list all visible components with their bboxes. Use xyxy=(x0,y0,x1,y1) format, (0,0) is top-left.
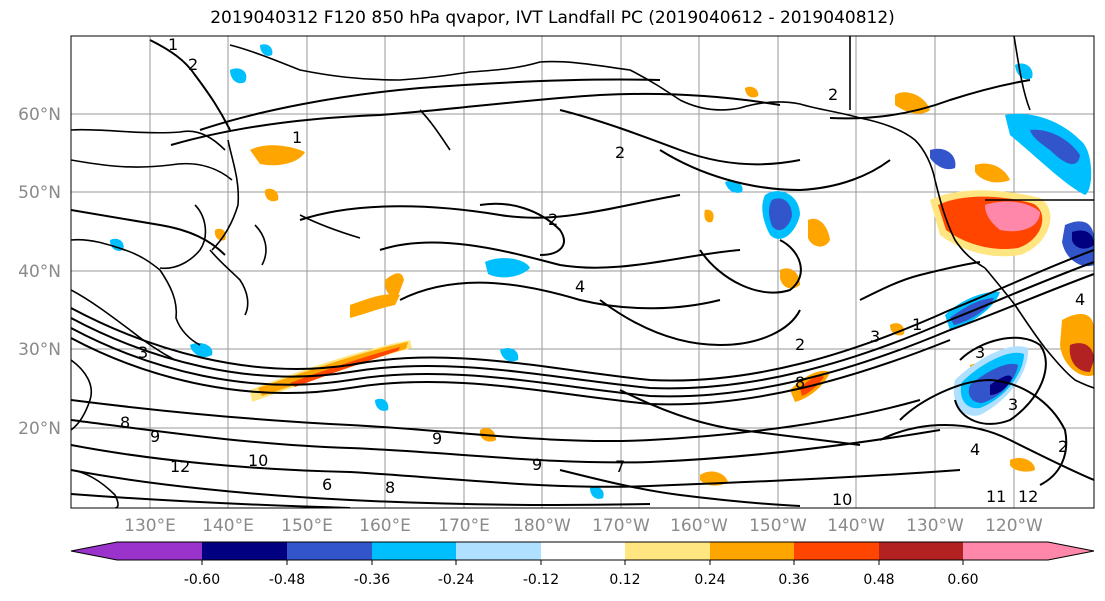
contour-label: 3 xyxy=(870,327,880,346)
gridlines xyxy=(71,36,1094,508)
contour-label: 1 xyxy=(168,35,178,54)
colorbar-segment xyxy=(963,542,1094,560)
contour-label: 12 xyxy=(1018,487,1038,506)
lon-tick-label: 170°E xyxy=(438,516,490,536)
contour-label: 8 xyxy=(120,413,130,432)
lon-tick-label: 130°W xyxy=(906,516,964,536)
contour-label: 2 xyxy=(1058,437,1068,456)
lat-tick-label: 50°N xyxy=(18,183,61,203)
colorbar-label: 0.48 xyxy=(863,572,894,588)
colorbar-label: -0.36 xyxy=(354,572,390,588)
lon-tick-label: 130°E xyxy=(124,516,176,536)
ivt-contours xyxy=(71,39,1094,508)
longitude-labels: 130°E 140°E 150°E 160°E 170°E 180°W 170°… xyxy=(124,516,1043,536)
colorbar-segment xyxy=(71,542,202,560)
colorbar-label: -0.24 xyxy=(438,572,474,588)
lon-tick-label: 180°W xyxy=(513,516,571,536)
contour-label: 7 xyxy=(615,457,625,476)
contour-label: 10 xyxy=(248,451,268,470)
contour-label: 2 xyxy=(188,55,198,74)
lat-tick-label: 20°N xyxy=(18,419,61,439)
map-panel: 1 2 2 1 2 2 3 4 2 3 3 4 8 9 10 12 8 9 7 … xyxy=(70,35,1095,509)
colorbar-segment xyxy=(625,542,710,560)
colorbar-label: 0.24 xyxy=(694,572,725,588)
colorbar-label: -0.60 xyxy=(184,572,220,588)
colorbar: -0.60 -0.48 -0.36 -0.24 -0.12 0.12 0.24 … xyxy=(70,541,1095,588)
contour-label: 9 xyxy=(532,455,542,474)
colorbar-segment xyxy=(794,542,879,560)
colorbar-label: -0.48 xyxy=(269,572,305,588)
lon-tick-label: 150°W xyxy=(749,516,807,536)
colorbar-label: 0.36 xyxy=(778,572,809,588)
contour-label: 9 xyxy=(150,427,160,446)
lon-tick-label: 160°W xyxy=(670,516,728,536)
colorbar-segment xyxy=(710,542,794,560)
colorbar-segment xyxy=(287,542,372,560)
colorbar-segment xyxy=(541,542,625,560)
contour-label: 4 xyxy=(970,440,980,459)
colorbar-outline xyxy=(70,541,1095,561)
colorbar-label: 0.12 xyxy=(609,572,640,588)
latitude-labels: 60°N 50°N 40°N 30°N 20°N xyxy=(18,105,61,439)
lat-tick-label: 40°N xyxy=(18,262,61,282)
contour-label: 2 xyxy=(828,85,838,104)
colorbar-segment xyxy=(372,542,456,560)
lon-tick-label: 120°W xyxy=(985,516,1043,536)
colorbar-segment xyxy=(202,542,287,560)
contour-label: 3 xyxy=(138,343,148,362)
lat-tick-label: 60°N xyxy=(18,105,61,125)
contour-label: 2 xyxy=(615,143,625,162)
lon-tick-label: 140°E xyxy=(202,516,254,536)
contour-label: 2 xyxy=(548,210,558,229)
contour-label: 12 xyxy=(170,457,190,476)
lon-tick-label: 140°W xyxy=(827,516,885,536)
contour-label: 8 xyxy=(795,373,805,392)
contour-label: 3 xyxy=(1008,395,1018,414)
contour-label: 4 xyxy=(1075,290,1085,309)
lon-tick-label: 150°E xyxy=(281,516,333,536)
colorbar-segment xyxy=(456,542,541,560)
colorbar-label: 0.60 xyxy=(947,572,978,588)
contour-label: 2 xyxy=(795,335,805,354)
colorbar-label: -0.12 xyxy=(523,572,559,588)
contour-label: 4 xyxy=(575,277,585,296)
contour-label: 10 xyxy=(832,490,852,509)
lat-tick-label: 30°N xyxy=(18,340,61,360)
lon-tick-label: 170°W xyxy=(592,516,650,536)
colorbar-ticks xyxy=(201,560,964,565)
contour-label: 6 xyxy=(322,475,332,494)
map-frame xyxy=(70,35,1095,509)
contour-label: 3 xyxy=(975,343,985,362)
contour-label: 8 xyxy=(385,478,395,497)
lon-tick-label: 160°E xyxy=(359,516,411,536)
coastlines xyxy=(71,36,1094,508)
map-title: 2019040312 F120 850 hPa qvapor, IVT Land… xyxy=(210,8,895,28)
contour-label: 1 xyxy=(292,128,302,147)
map-background xyxy=(71,36,1094,508)
contour-label: 9 xyxy=(432,429,442,448)
contour-labels: 1 2 2 1 2 2 3 4 2 3 3 4 8 9 10 12 8 9 7 … xyxy=(120,35,1085,509)
colorbar-segment xyxy=(879,542,963,560)
contour-label: 1 xyxy=(912,315,922,334)
contour-label: 11 xyxy=(986,487,1006,506)
